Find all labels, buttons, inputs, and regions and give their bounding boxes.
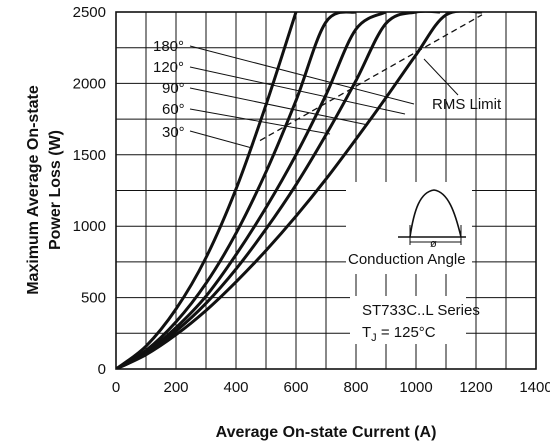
x-tick-label: 1200 (459, 379, 492, 396)
angle-leader-line-2 (189, 87, 369, 126)
x-axis-title: Average On-state Current (A) (216, 424, 437, 441)
y-tick-label: 2500 (73, 4, 106, 21)
conduction-waveform (409, 189, 462, 238)
x-tick-label: 200 (163, 379, 188, 396)
angle-label-60: 60° (162, 101, 185, 118)
curves (116, 12, 483, 369)
y-axis-title-line2: Power Loss (W) (47, 130, 64, 250)
x-tick-label: 600 (283, 379, 308, 396)
x-tick-label: 1400 (519, 379, 550, 396)
rms-limit-line-group (259, 14, 483, 142)
curve-120-deg (116, 12, 440, 369)
angle-leader-line-0 (189, 45, 415, 105)
angle-leader-line-3 (189, 108, 331, 135)
angle-label-30: 30° (162, 124, 185, 141)
curve-180-deg (116, 12, 483, 369)
rms-leader-line (423, 58, 459, 96)
y-axis-title-line1: Maximum Average On-state (25, 85, 42, 295)
rms-limit-line (259, 14, 483, 142)
x-tick-label: 0 (112, 379, 120, 396)
rms-limit-label: RMS Limit (432, 96, 502, 113)
conduction-symbol: ø (430, 238, 437, 250)
plot-frame (115, 11, 537, 370)
y-tick-label: 0 (98, 361, 106, 378)
y-tick-labels: 0 500 1000 1500 2000 2500 (73, 4, 106, 378)
x-tick-label: 400 (223, 379, 248, 396)
x-tick-label: 1000 (399, 379, 432, 396)
curve-90-deg (116, 12, 387, 369)
y-tick-label: 2000 (73, 75, 106, 92)
y-tick-label: 500 (81, 290, 106, 307)
series-label: ST733C..L Series (362, 302, 480, 319)
angle-leader-line-4 (189, 130, 253, 149)
angle-leader-lines (189, 45, 415, 149)
angle-label-180: 180° (153, 38, 184, 55)
conduction-angle-inset: ø Conduction Angle (346, 182, 472, 274)
curve-60-deg (116, 12, 357, 369)
angle-label-120: 120° (153, 59, 184, 76)
angle-label-90: 90° (162, 80, 185, 97)
x-tick-labels: 0 200 400 600 800 1000 1200 1400 (112, 379, 550, 396)
y-tick-label: 1500 (73, 147, 106, 164)
y-tick-label: 1000 (73, 218, 106, 235)
x-tick-label: 800 (343, 379, 368, 396)
angle-leader-line-1 (189, 66, 406, 115)
curve-30-deg (116, 12, 298, 369)
conduction-angle-label: Conduction Angle (348, 251, 466, 268)
tj-label: TJ = 125°C (362, 324, 436, 344)
